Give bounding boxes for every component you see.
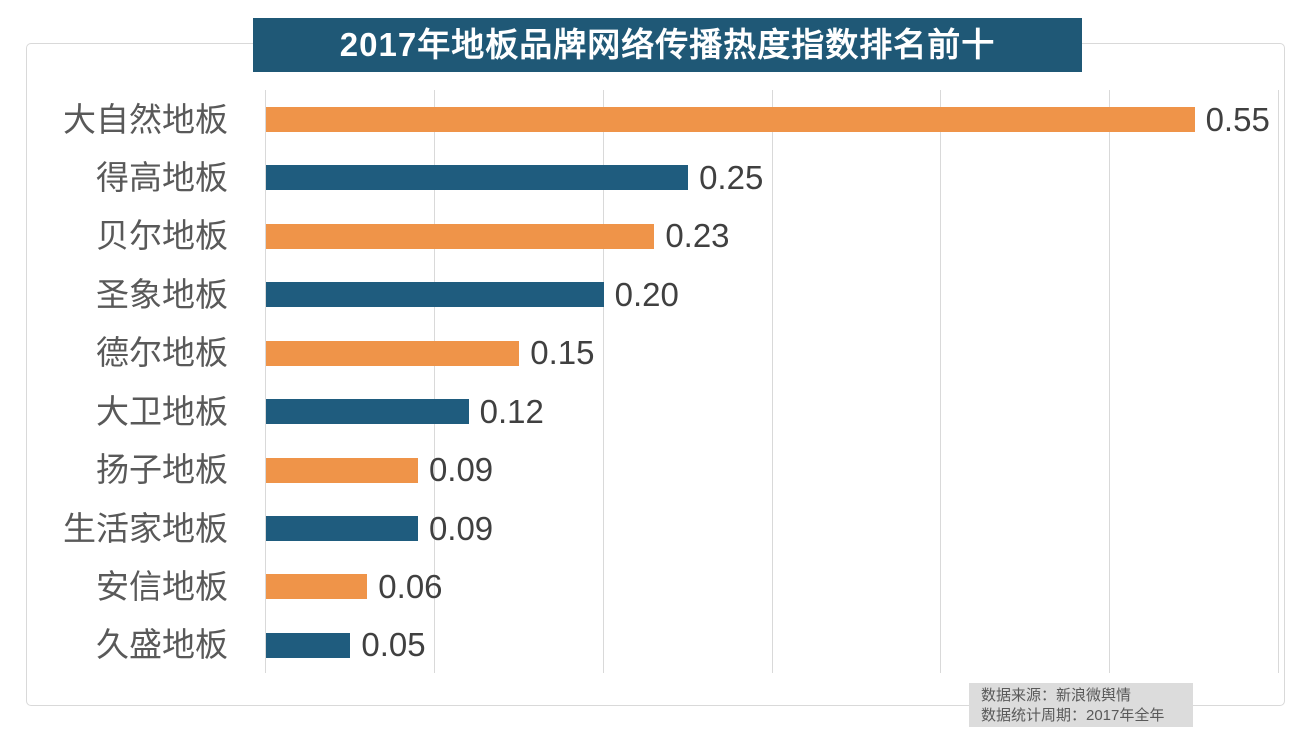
value-label: 0.55 [1205, 100, 1270, 138]
bar [266, 340, 520, 366]
plot-area [265, 90, 1279, 673]
source-note-line2: 数据统计周期：2017年全年 [981, 707, 1165, 724]
value-label: 0.15 [530, 334, 595, 372]
category-label: 安信地板 [96, 567, 228, 605]
chart-title-banner: 2017年地板品牌网络传播热度指数排名前十 [253, 18, 1082, 72]
category-label: 德尔地板 [96, 334, 228, 372]
value-label: 0.12 [479, 392, 544, 430]
category-label: 大自然地板 [63, 100, 228, 138]
gridline [433, 90, 435, 673]
bar [266, 516, 418, 541]
category-label: 生活家地板 [63, 509, 228, 547]
value-label: 0.06 [378, 567, 443, 605]
bar [266, 457, 418, 483]
category-label: 大卫地板 [96, 392, 228, 430]
gridline [771, 90, 773, 673]
category-label: 贝尔地板 [96, 217, 228, 255]
gridline [1278, 90, 1279, 673]
bar [266, 165, 689, 191]
category-label: 久盛地板 [96, 626, 228, 664]
value-label: 0.20 [614, 275, 679, 313]
gridline [602, 90, 604, 673]
category-label: 得高地板 [96, 158, 228, 196]
bar [266, 574, 368, 600]
value-label: 0.05 [361, 626, 426, 664]
gridline [940, 90, 942, 673]
value-label: 0.25 [699, 158, 764, 196]
bar [266, 399, 469, 425]
gridline [1109, 90, 1111, 673]
bar [266, 107, 1195, 132]
source-note-line1: 数据来源：新浪微舆情 [981, 687, 1132, 704]
value-label: 0.09 [428, 451, 494, 489]
value-label: 0.09 [428, 509, 494, 547]
category-label: 圣象地板 [96, 275, 228, 313]
category-label: 扬子地板 [96, 451, 228, 489]
axis-line [265, 90, 266, 673]
chart-title: 2017年地板品牌网络传播热度指数排名前十 [339, 26, 996, 63]
chart-frame [26, 43, 1285, 706]
bar [266, 282, 604, 308]
value-label: 0.23 [665, 217, 730, 255]
source-note: 数据来源：新浪微舆情 数据统计周期：2017年全年 [969, 683, 1193, 727]
bar [266, 632, 351, 658]
bar [266, 223, 655, 249]
